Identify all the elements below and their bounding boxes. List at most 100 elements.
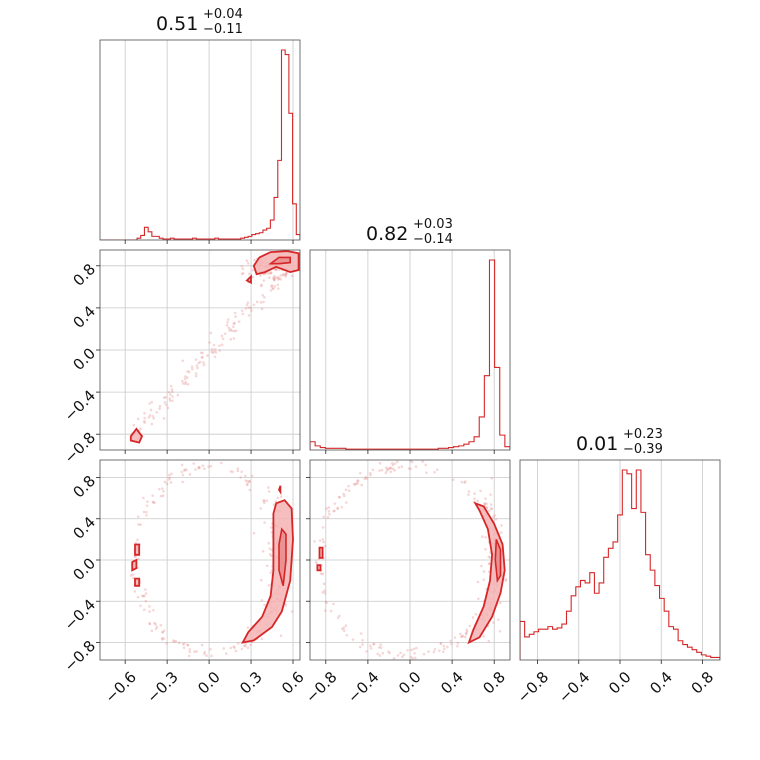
- scatter-point: [442, 647, 446, 651]
- scatter-point: [149, 408, 153, 412]
- scatter-point: [492, 621, 495, 624]
- scatter-point: [184, 382, 187, 386]
- scatter-point: [267, 584, 271, 587]
- scatter-point: [170, 388, 174, 391]
- scatter-point: [494, 518, 498, 521]
- scatter-point: [195, 650, 199, 653]
- scatter-point: [237, 320, 241, 323]
- scatter-point: [207, 465, 210, 468]
- scatter-point: [275, 276, 278, 279]
- scatter-point: [199, 351, 203, 355]
- scatter-point: [136, 595, 140, 599]
- x-tick-label: −0.4: [344, 668, 382, 706]
- scatter-point: [284, 273, 287, 276]
- scatter-point: [459, 632, 462, 636]
- scatter-point: [270, 284, 274, 287]
- scatter-point: [162, 417, 166, 420]
- scatter-point: [276, 283, 280, 286]
- scatter-point: [249, 643, 252, 647]
- scatter-point: [279, 495, 283, 498]
- scatter-point: [213, 348, 217, 351]
- y-tick-label: 0.8: [69, 260, 99, 290]
- y-tick-label: −0.8: [61, 637, 99, 675]
- scatter-point: [209, 464, 213, 468]
- scatter-point: [441, 650, 445, 654]
- scatter-point: [379, 643, 382, 647]
- title-param-1-value: 0.82: [366, 223, 408, 245]
- scatter-point: [214, 351, 218, 354]
- scatter-point: [315, 562, 318, 565]
- x-tick-label: 0.3: [236, 668, 266, 698]
- scatter-point: [167, 390, 171, 394]
- scatter-point: [137, 557, 141, 561]
- scatter-point: [269, 289, 273, 292]
- scatter-point: [180, 463, 184, 467]
- title-param-0-plus: +0.04: [203, 7, 243, 22]
- scatter-point: [151, 494, 154, 497]
- scatter-point: [480, 535, 484, 539]
- scatter-point: [188, 648, 192, 651]
- scatter-point: [393, 469, 396, 472]
- scatter-point: [182, 646, 186, 649]
- scatter-point: [169, 481, 173, 484]
- scatter-point: [260, 283, 263, 287]
- scatter-point: [171, 395, 174, 398]
- scatter-point: [272, 278, 276, 281]
- scatter-point: [186, 644, 190, 647]
- scatter-point: [154, 623, 157, 626]
- scatter-point: [181, 473, 185, 477]
- contour-2d-p1-p2-left2: [316, 564, 322, 572]
- scatter-point: [169, 393, 172, 396]
- scatter-point: [487, 639, 491, 643]
- scatter-point: [371, 468, 375, 472]
- scatter-point: [347, 489, 351, 492]
- scatter-point: [377, 646, 381, 649]
- scatter-point: [460, 635, 463, 639]
- scatter-point: [266, 486, 270, 489]
- scatter-point: [194, 374, 198, 378]
- scatter-point: [473, 497, 476, 501]
- scatter-point: [384, 466, 388, 469]
- scatter-point: [260, 599, 264, 602]
- scatter-point: [324, 600, 328, 604]
- scatter-point: [229, 470, 233, 473]
- scatter-point: [270, 285, 273, 288]
- scatter-point: [460, 480, 464, 484]
- scatter-point: [409, 655, 413, 659]
- scatter-point: [271, 287, 275, 290]
- scatter-point: [327, 509, 331, 513]
- scatter-point: [263, 521, 266, 524]
- scatter-point: [389, 470, 393, 474]
- scatter-point: [433, 647, 437, 651]
- scatter-point: [202, 361, 205, 364]
- grid-layer: [100, 40, 703, 660]
- scatter-point: [369, 646, 373, 650]
- scatter-point: [269, 571, 273, 575]
- scatter-point: [422, 652, 426, 656]
- scatter-point: [200, 643, 204, 647]
- scatter-point: [267, 490, 271, 493]
- scatter-point: [251, 275, 255, 279]
- scatter-point: [279, 274, 283, 277]
- scatter-point: [497, 618, 500, 621]
- scatter-point: [234, 329, 238, 333]
- scatter-point: [203, 652, 206, 656]
- scatter-point: [285, 272, 289, 275]
- scatter-point: [137, 523, 140, 526]
- scatter-point: [396, 654, 400, 657]
- scatter-point: [363, 477, 366, 480]
- scatter-point: [337, 495, 341, 499]
- scatter-point: [485, 502, 488, 506]
- scatter-point: [218, 344, 221, 347]
- scatter-point: [246, 479, 249, 483]
- scatter-point: [380, 468, 384, 472]
- contour-2d-p0-p1-mode2: [129, 427, 144, 444]
- scatter-point: [140, 594, 144, 598]
- scatter-point: [276, 278, 280, 281]
- scatter-point: [413, 652, 416, 655]
- scatter-point: [340, 505, 344, 509]
- scatter-point: [267, 541, 271, 545]
- scatter-point: [345, 633, 349, 637]
- scatter-point: [246, 301, 250, 304]
